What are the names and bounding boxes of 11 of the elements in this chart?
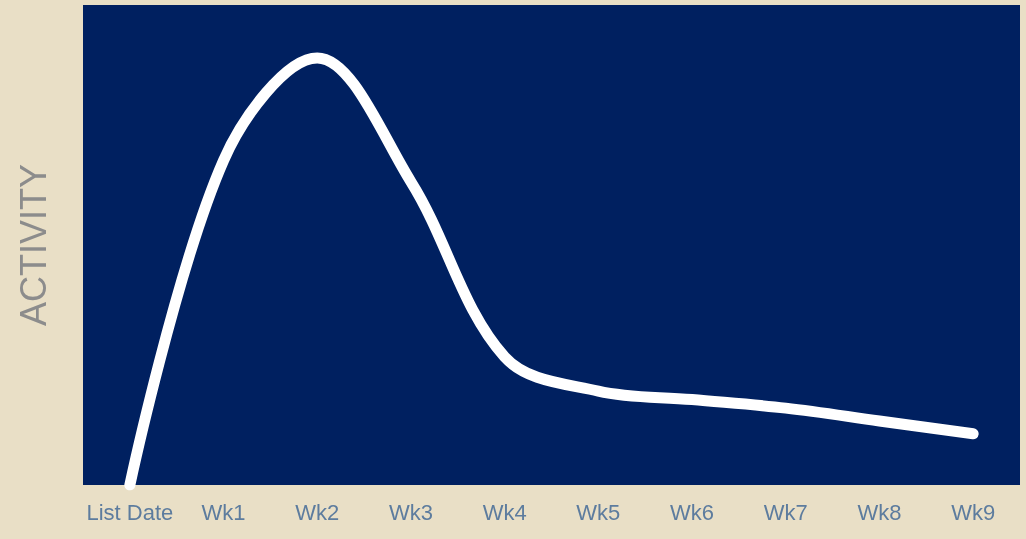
x-tick-label: Wk6 <box>670 499 715 525</box>
x-tick-label: Wk4 <box>482 499 527 525</box>
x-tick-label: Wk3 <box>388 499 433 525</box>
x-tick-label: List Date <box>86 499 174 525</box>
x-tick-label: Wk7 <box>763 499 808 525</box>
x-tick-label: Wk1 <box>201 499 246 525</box>
x-tick-label: Wk2 <box>295 499 340 525</box>
x-tick-label: Wk5 <box>576 499 621 525</box>
x-tick-label: Wk8 <box>857 499 902 525</box>
x-tick-label: Wk9 <box>951 499 996 525</box>
y-axis-title: ACTIVITY <box>12 163 54 327</box>
